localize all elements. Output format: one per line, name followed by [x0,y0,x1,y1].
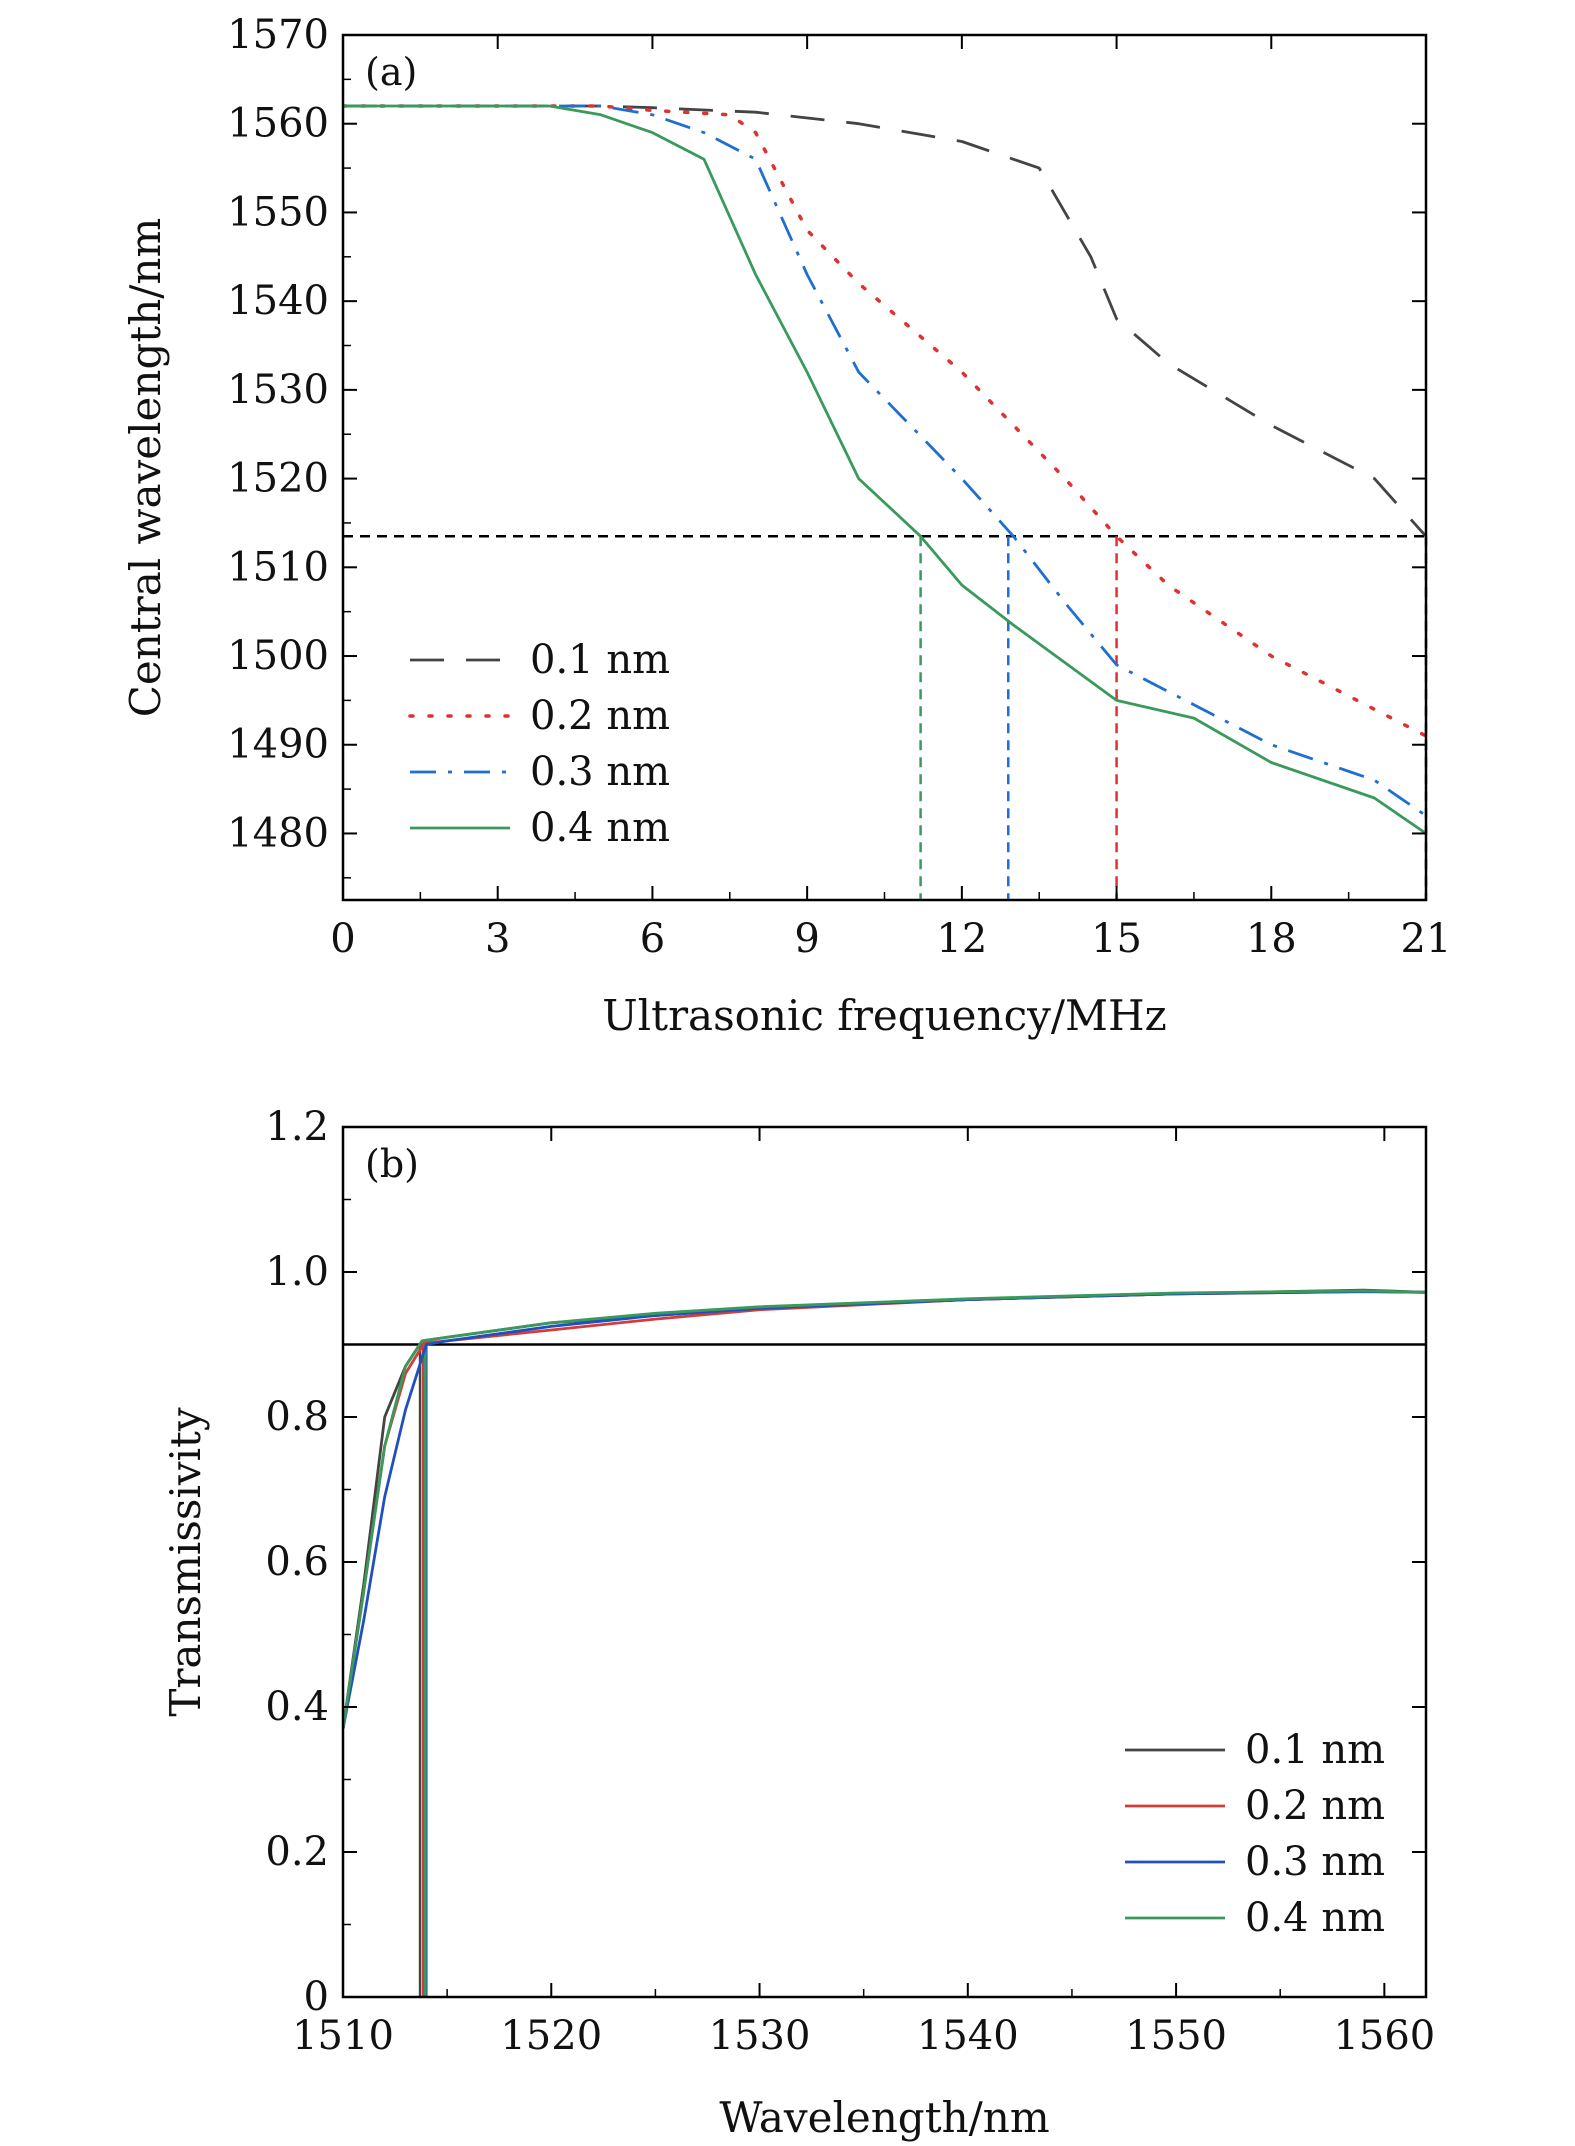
x-tick-label: 21 [1401,916,1452,962]
y-axis-title: Transmissivity [161,1407,210,1717]
y-tick-label: 1520 [227,456,329,502]
y-axis-title: Central wavelength/nm [121,218,170,718]
y-tick-label: 1530 [227,367,329,413]
legend-label: 0.1 nm [530,637,670,683]
legend: 0.1 nm 0.2 nm 0.3 nm 0.4 nm [408,637,670,851]
y-tick-label: 1500 [227,633,329,679]
y-tick-label: 0.4 [265,1684,329,1730]
y-tick-label: 0 [304,1974,329,2020]
x-tick-label: 12 [936,916,987,962]
legend-label: 0.2 nm [530,693,670,739]
series-line-0-3-nm [343,104,1426,817]
series-line-0-2-nm [343,104,1426,738]
plot-frame [341,33,1428,902]
y-tick-label: 1540 [227,278,329,324]
legend: 0.1 nm 0.2 nm 0.3 nm 0.4 nm [1125,1727,1385,1941]
x-tick-label: 3 [485,916,510,962]
y-tick-label: 0.6 [265,1539,329,1585]
y-tick-label: 0.8 [265,1394,329,1440]
legend-label: 0.2 nm [1245,1783,1385,1829]
chart-panel-b: 1510 1520 1530 1540 1550 1560 0 0.2 0.4 0.6 0.8 1.0… [161,1104,1435,2142]
x-axis-title: Wavelength/nm [719,2093,1049,2142]
series-line-0-1-nm [343,104,1426,538]
y-tick-label: 1.0 [265,1249,329,1295]
x-tick-label: 6 [640,916,665,962]
x-tick-label: 18 [1246,916,1297,962]
legend-label: 0.4 nm [1245,1895,1385,1941]
legend-label: 0.3 nm [530,749,670,795]
y-tick-label: 1510 [227,544,329,590]
x-tick-label: 1550 [1125,2013,1227,2059]
chart-panel-a: 0 3 6 9 12 15 18 21 1480 1490 1500 1510 1520 1530 1540… [121,12,1451,1040]
y-tick-label: 1550 [227,189,329,235]
y-tick-label: 0.2 [265,1829,329,1875]
x-tick-label: 9 [794,916,819,962]
x-tick-label: 1520 [500,2013,602,2059]
series-line-0-1-nm [343,1288,1426,1729]
y-tick-label: 1570 [227,12,329,58]
panel-label: (a) [365,50,417,94]
x-tick-label: 1540 [917,2013,1019,2059]
series-line-0-4-nm [343,1289,1426,1730]
series-line-0-3-nm [343,1290,1426,1730]
legend-label: 0.4 nm [530,805,670,851]
x-tick-label: 1510 [292,2013,394,2059]
series-line-0-2-nm [343,1290,1426,1730]
x-tick-label: 0 [330,916,355,962]
legend-label: 0.3 nm [1245,1839,1385,1885]
legend-label: 0.1 nm [1245,1727,1385,1773]
y-tick-label: 1560 [227,101,329,147]
y-tick-label: 1.2 [265,1104,329,1150]
panel-label: (b) [365,1142,419,1186]
y-tick-label: 1490 [227,722,329,768]
x-axis-title: Ultrasonic frequency/MHz [602,991,1167,1040]
x-tick-label: 1560 [1333,2013,1435,2059]
x-tick-label: 15 [1091,916,1142,962]
y-tick-label: 1480 [227,810,329,856]
x-tick-label: 1530 [709,2013,811,2059]
series-line-0-4-nm [343,104,1426,835]
